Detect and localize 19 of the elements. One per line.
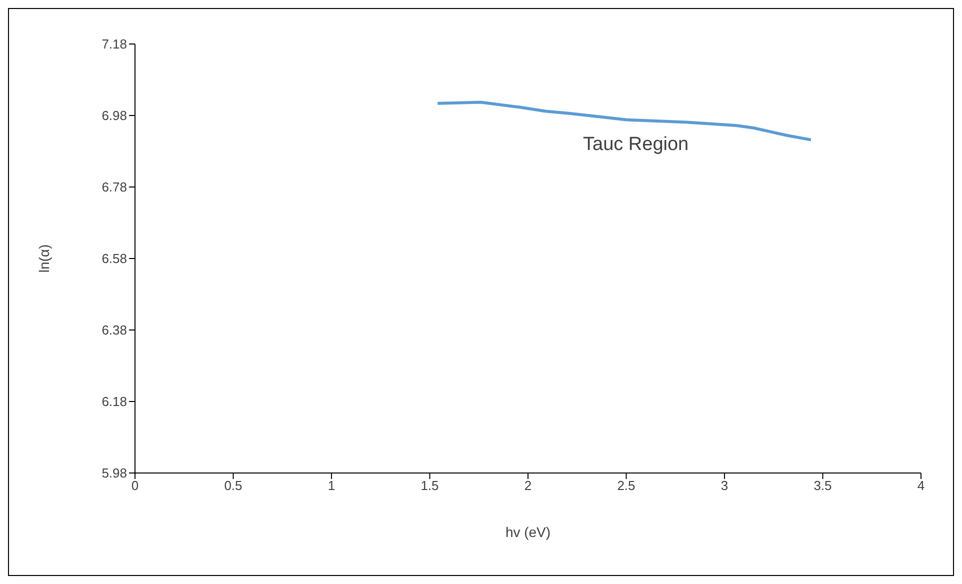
x-tick-label: 1 [328, 478, 336, 494]
x-axis-title: hv (eV) [505, 524, 551, 540]
x-tick-label: 1.5 [420, 478, 439, 494]
y-tick-label: 6.18 [102, 394, 127, 410]
y-tick-label: 5.98 [102, 466, 127, 481]
annotation: Tauc Region [583, 134, 689, 156]
x-tick-label: 2.5 [617, 478, 636, 494]
x-tick-label: 0.5 [224, 478, 242, 494]
x-tick-label: 4 [917, 478, 925, 494]
y-tick-label: 7.18 [102, 36, 127, 52]
x-tick-label: 3 [720, 478, 728, 494]
x-tick-label: 0 [131, 478, 139, 494]
y-tick-label: 6.98 [102, 108, 127, 124]
x-tick-label: 3.5 [814, 478, 832, 494]
y-axis-title: ln(α) [36, 244, 52, 273]
y-tick-label: 6.58 [102, 251, 127, 266]
y-tick-label: 6.78 [102, 180, 127, 195]
y-tick-label: 6.38 [102, 322, 127, 338]
x-tick-label: 2 [524, 478, 532, 494]
